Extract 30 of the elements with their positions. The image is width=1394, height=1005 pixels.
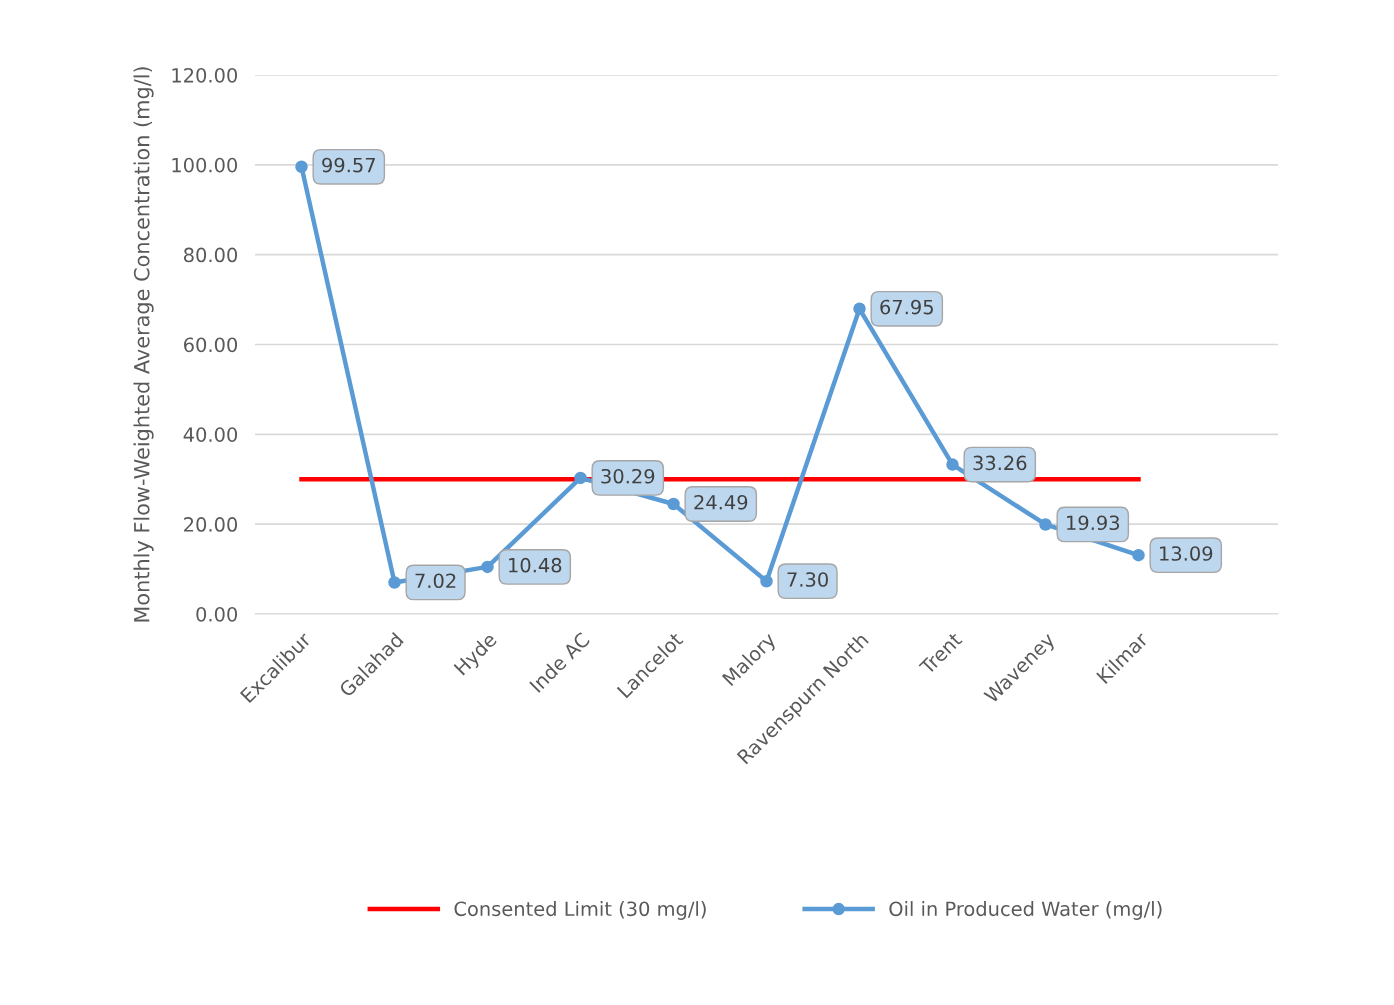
point	[574, 471, 587, 485]
y-tick-label: 80.00	[183, 247, 238, 263]
data-label: 19.93	[1067, 515, 1120, 531]
data-label: 10.48	[509, 557, 562, 573]
data-label: 13.09	[1160, 546, 1213, 561]
y-tick-label: 20.00	[184, 517, 238, 532]
y-tick-label: 60.00	[184, 337, 238, 353]
y-tick-label: 40.00	[183, 427, 238, 442]
y-tick-label: 0.00	[196, 606, 238, 622]
data-label: 7.02	[415, 573, 456, 589]
point	[295, 160, 308, 174]
legend-label: Oil in Produced Water (mg/l)	[889, 901, 1162, 920]
data-label: 24.49	[694, 494, 748, 510]
legend-label: Consented Limit (30 mg/l)	[454, 901, 706, 920]
data-label: 67.95	[880, 299, 933, 315]
point	[760, 574, 773, 588]
point	[1039, 518, 1052, 531]
y-tick-label: 100.00	[172, 157, 238, 173]
y-tick-label: 120.00	[172, 67, 238, 83]
point	[388, 576, 401, 589]
point	[667, 497, 680, 511]
data-label: 7.30	[787, 572, 828, 587]
point	[946, 458, 959, 471]
data-label: 99.57	[322, 157, 375, 173]
data-label: 33.26	[973, 455, 1027, 471]
point	[853, 302, 866, 316]
y-axis-title: Monthly Flow-Weighted Average Concentration (mg/l)	[133, 67, 154, 622]
data-label: 30.29	[601, 468, 655, 484]
point	[481, 560, 494, 574]
point	[1132, 548, 1145, 562]
